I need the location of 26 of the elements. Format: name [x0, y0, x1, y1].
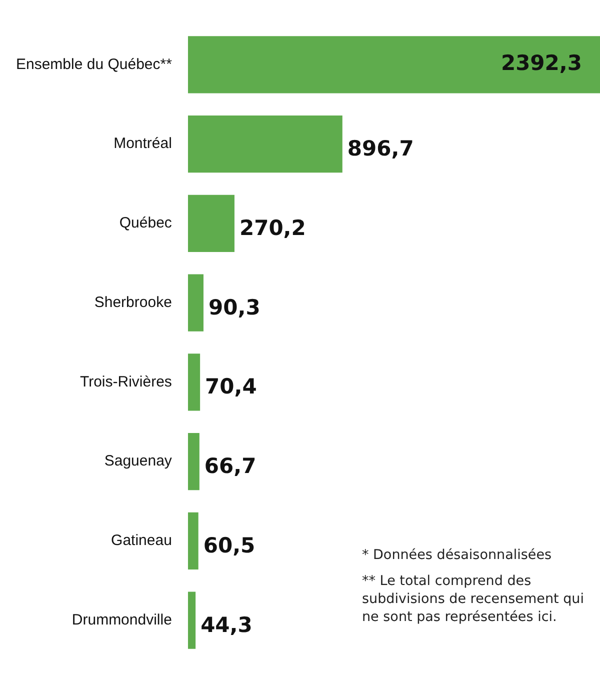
bar [188, 194, 234, 252]
data-label: 44,3 [200, 612, 252, 637]
data-label: 90,3 [208, 295, 260, 320]
y-tick-label: Saguenay [104, 452, 172, 470]
y-tick-label: Sherbrooke [94, 294, 172, 311]
data-label: 2392,3 [500, 51, 582, 76]
y-tick-label: Québec [119, 214, 172, 232]
data-label: 70,4 [205, 374, 257, 399]
bar [188, 512, 198, 570]
annotation: * Données désaisonnalisées [362, 546, 553, 564]
annotation: ** Le total comprend des subdivisions de recensement qui ne sont pas représentées ici. [362, 572, 585, 626]
bar [188, 115, 342, 173]
bar [188, 354, 200, 411]
data-label: 60,5 [203, 533, 256, 558]
data-label: 66,7 [204, 454, 256, 478]
bar [188, 432, 200, 490]
bar [188, 592, 196, 649]
bar [188, 36, 600, 94]
bar [188, 274, 204, 332]
y-tick-label: Trois-Rivières [80, 373, 172, 390]
y-tick-label: Ensemble du Québec** [16, 56, 172, 73]
y-tick-label: Montréal [114, 135, 172, 152]
data-label: 270,2 [239, 216, 306, 240]
y-tick-label: Gatineau [111, 532, 172, 550]
data-label: 896,7 [347, 136, 414, 161]
y-tick-label: Drummondville [72, 611, 172, 628]
